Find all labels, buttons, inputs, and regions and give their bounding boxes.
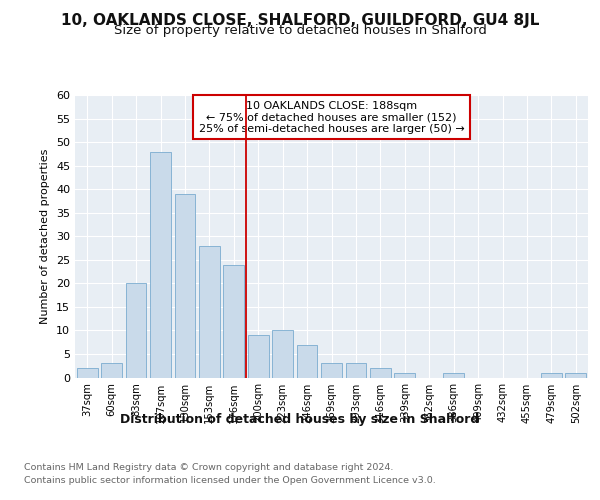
Bar bbox=[394, 373, 415, 378]
Bar bbox=[541, 373, 562, 378]
Bar bbox=[101, 364, 122, 378]
Text: Distribution of detached houses by size in Shalford: Distribution of detached houses by size … bbox=[121, 412, 479, 426]
Bar bbox=[296, 344, 317, 378]
Y-axis label: Number of detached properties: Number of detached properties bbox=[40, 148, 50, 324]
Bar bbox=[443, 373, 464, 378]
Bar bbox=[346, 364, 367, 378]
Bar bbox=[77, 368, 98, 378]
Text: Contains public sector information licensed under the Open Government Licence v3: Contains public sector information licen… bbox=[24, 476, 436, 485]
Bar bbox=[175, 194, 196, 378]
Bar bbox=[321, 364, 342, 378]
Bar bbox=[565, 373, 586, 378]
Bar bbox=[248, 335, 269, 378]
Bar bbox=[272, 330, 293, 378]
Bar bbox=[199, 246, 220, 378]
Bar bbox=[370, 368, 391, 378]
Text: Size of property relative to detached houses in Shalford: Size of property relative to detached ho… bbox=[113, 24, 487, 37]
Text: 10 OAKLANDS CLOSE: 188sqm
← 75% of detached houses are smaller (152)
25% of semi: 10 OAKLANDS CLOSE: 188sqm ← 75% of detac… bbox=[199, 100, 464, 134]
Bar bbox=[223, 264, 244, 378]
Bar bbox=[125, 284, 146, 378]
Text: 10, OAKLANDS CLOSE, SHALFORD, GUILDFORD, GU4 8JL: 10, OAKLANDS CLOSE, SHALFORD, GUILDFORD,… bbox=[61, 12, 539, 28]
Bar bbox=[150, 152, 171, 378]
Text: Contains HM Land Registry data © Crown copyright and database right 2024.: Contains HM Land Registry data © Crown c… bbox=[24, 462, 394, 471]
